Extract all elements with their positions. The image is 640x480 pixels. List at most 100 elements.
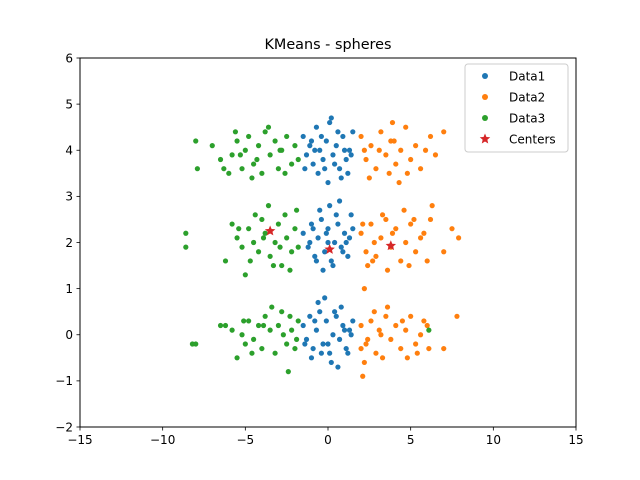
data-point-data3-24	[282, 170, 288, 176]
data-point-data2-14	[389, 119, 396, 126]
data-point-data1-0	[300, 133, 306, 140]
data-point-data3-73	[267, 327, 273, 333]
data-point-data3-28	[277, 147, 283, 153]
center-marker-centers-0	[264, 225, 276, 236]
data-point-data3-3	[226, 170, 232, 176]
data-point-data3-53	[293, 207, 300, 213]
data-point-data3-63	[222, 322, 229, 329]
data-point-data2-77	[371, 309, 377, 315]
data-point-data1-39	[332, 239, 338, 246]
y-tick-label: 1	[65, 282, 73, 296]
data-point-data1-19	[308, 138, 315, 144]
data-point-data3-37	[246, 226, 252, 232]
data-point-data3-7	[242, 147, 248, 153]
data-point-data1-35	[318, 216, 324, 223]
x-tick-label: −10	[150, 433, 175, 447]
data-point-data2-69	[424, 322, 430, 329]
data-point-data1-69	[330, 332, 336, 338]
data-point-data1-76	[315, 299, 321, 306]
data-point-data3-26	[221, 166, 227, 172]
data-point-data1-55	[333, 212, 339, 218]
data-point-data1-57	[325, 239, 331, 246]
data-point-data3-69	[251, 336, 257, 342]
data-point-data1-53	[307, 239, 313, 246]
data-point-data3-12	[262, 129, 268, 135]
data-point-data1-52	[340, 249, 346, 255]
data-point-data3-87	[241, 318, 247, 324]
data-point-data1-81	[322, 295, 328, 301]
data-point-data2-82	[376, 327, 382, 333]
data-point-data2-13	[427, 133, 434, 140]
data-point-data3-56	[236, 226, 242, 232]
data-point-data1-5	[317, 147, 323, 153]
data-point-data1-65	[317, 309, 323, 315]
data-point-data3-15	[275, 166, 281, 172]
data-point-data3-8	[246, 133, 252, 140]
data-point-data2-40	[429, 203, 435, 209]
data-point-data2-46	[401, 207, 407, 213]
data-point-data2-24	[391, 138, 397, 144]
data-point-data1-67	[323, 318, 329, 324]
data-point-data2-63	[398, 345, 404, 352]
data-point-data2-32	[393, 226, 399, 232]
data-point-data3-88	[287, 313, 293, 319]
data-point-data3-86	[293, 336, 300, 342]
data-point-data1-77	[328, 359, 334, 366]
data-point-data1-26	[332, 161, 338, 167]
data-point-data1-3	[310, 161, 316, 167]
data-point-data2-26	[363, 249, 369, 255]
data-point-data1-64	[313, 327, 320, 333]
data-point-data2-35	[408, 221, 414, 227]
data-point-data1-49	[343, 239, 349, 246]
data-point-data3-41	[262, 230, 268, 236]
data-point-data1-88	[341, 327, 348, 333]
data-point-data3-25	[194, 166, 200, 172]
data-point-data1-30	[300, 230, 306, 236]
data-point-data1-80	[345, 350, 351, 356]
data-point-data2-15	[366, 175, 372, 181]
data-point-data1-11	[336, 166, 343, 172]
legend: Data1 Data2 Data3 Centers	[464, 63, 569, 153]
center-marker-centers-1	[324, 243, 335, 254]
data-point-data3-47	[289, 249, 295, 255]
data-point-data3-65	[234, 355, 240, 361]
x-tick-label: −5	[236, 433, 254, 447]
data-point-data3-72	[262, 313, 268, 319]
data-point-data1-4	[313, 124, 320, 130]
x-axis: −15 −10 −5 0 5 10 15	[67, 427, 584, 447]
data-point-data1-75	[350, 318, 356, 324]
data-point-data2-84	[358, 345, 364, 352]
data-point-data1-61	[303, 336, 310, 342]
data-point-data3-38	[251, 239, 257, 246]
x-tick-label: −15	[67, 433, 92, 447]
data-point-data2-28	[373, 253, 379, 259]
data-point-data1-68	[327, 350, 333, 356]
data-point-data1-34	[315, 235, 321, 241]
data-point-data1-45	[327, 203, 333, 209]
chart-title: KMeans - spheres	[264, 37, 391, 53]
data-point-data1-44	[348, 212, 354, 218]
data-point-data1-84	[348, 332, 354, 338]
x-tick-label: 0	[324, 433, 332, 447]
data-point-data3-1	[209, 143, 215, 149]
data-point-data1-63	[310, 345, 316, 352]
data-point-data2-52	[389, 230, 396, 236]
data-point-data1-56	[313, 258, 320, 264]
data-point-data3-74	[272, 350, 278, 356]
data-point-data2-33	[398, 258, 404, 264]
data-point-data3-10	[255, 143, 262, 149]
data-point-data3-23	[249, 175, 255, 181]
data-point-data3-49	[295, 244, 301, 250]
data-point-data2-22	[386, 170, 392, 176]
data-point-data1-62	[307, 313, 313, 319]
data-point-data3-39	[255, 249, 262, 255]
data-point-data2-60	[383, 313, 389, 319]
data-point-data3-51	[282, 212, 288, 218]
data-point-data1-48	[310, 226, 316, 232]
data-point-data3-48	[292, 226, 298, 232]
data-point-data2-83	[421, 318, 427, 324]
data-point-data2-16	[404, 170, 410, 176]
data-point-data2-12	[417, 166, 424, 172]
y-tick-label: 3	[65, 190, 73, 204]
data-point-data3-30	[183, 230, 189, 236]
